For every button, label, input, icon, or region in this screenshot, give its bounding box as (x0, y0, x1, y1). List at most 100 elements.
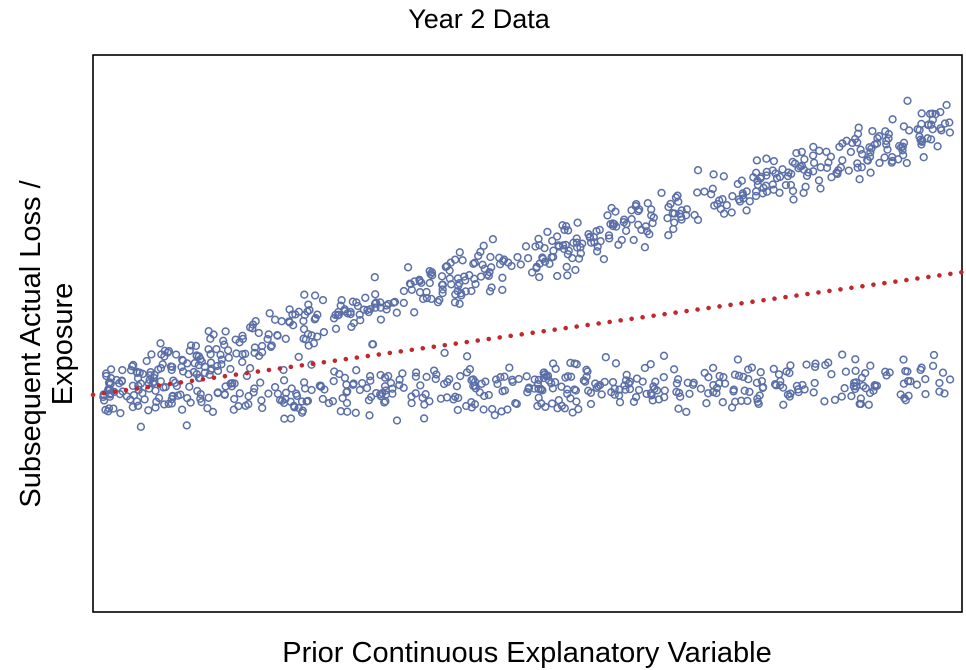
data-point (866, 361, 875, 370)
data-point (177, 405, 187, 414)
data-point (176, 390, 185, 399)
data-point (928, 109, 937, 118)
data-point (524, 383, 534, 392)
data-point (634, 385, 644, 395)
data-point (881, 127, 890, 136)
data-point (287, 384, 296, 393)
data-point (938, 368, 948, 377)
data-point (425, 278, 434, 288)
data-point (770, 380, 780, 389)
data-point (362, 383, 372, 393)
data-point (945, 128, 955, 137)
data-point (689, 378, 698, 387)
data-point (912, 380, 922, 389)
data-point (822, 163, 832, 172)
data-point (700, 368, 709, 378)
data-point (585, 232, 595, 241)
data-point (206, 358, 216, 367)
data-point (621, 385, 630, 394)
data-point (849, 382, 858, 391)
data-point (597, 390, 606, 399)
data-point (617, 235, 626, 245)
data-point (762, 167, 771, 177)
data-point (522, 372, 531, 381)
data-point (498, 387, 507, 396)
data-point (250, 343, 260, 352)
data-point (245, 323, 255, 332)
data-point (564, 246, 573, 255)
data-point (581, 377, 590, 386)
data-point (456, 371, 465, 381)
data-point (899, 355, 908, 364)
data-point (563, 226, 573, 235)
data-point (223, 346, 233, 355)
data-point (365, 372, 375, 381)
data-point (923, 134, 932, 143)
data-point (288, 310, 297, 319)
data-point (785, 392, 794, 401)
data-point (850, 134, 860, 144)
x-axis-label: Prior Continuous Explanatory Variable (282, 637, 772, 669)
data-point (728, 192, 737, 201)
data-point (928, 125, 937, 134)
data-point (718, 398, 727, 407)
data-point (204, 393, 213, 402)
data-point (279, 398, 289, 408)
data-point (545, 259, 554, 268)
data-point (895, 141, 904, 151)
data-point (395, 375, 404, 384)
data-point (547, 399, 557, 408)
data-point (486, 252, 495, 262)
data-point (453, 405, 462, 415)
data-point (299, 316, 308, 326)
data-point (386, 378, 396, 388)
data-point (896, 390, 905, 399)
data-point (752, 378, 762, 387)
data-point (166, 362, 176, 371)
data-point (488, 235, 498, 244)
data-point (370, 299, 380, 308)
data-point (475, 388, 484, 397)
data-point (875, 158, 884, 168)
points-layer (99, 96, 955, 431)
data-point (902, 158, 911, 168)
data-point (279, 376, 289, 385)
data-point (193, 386, 202, 396)
data-point (563, 250, 573, 259)
data-point (220, 340, 229, 349)
data-point (250, 348, 259, 358)
data-point (405, 279, 415, 288)
data-point (304, 300, 313, 309)
data-point (527, 268, 537, 277)
data-point (682, 407, 691, 417)
data-point (729, 387, 738, 396)
data-point (126, 366, 136, 375)
data-point (267, 341, 276, 350)
data-point (521, 242, 531, 251)
data-point (945, 375, 955, 384)
data-point (864, 400, 873, 409)
data-point (403, 263, 413, 272)
data-point (826, 152, 836, 161)
data-point (168, 392, 177, 401)
data-point (288, 321, 298, 330)
data-point (809, 142, 818, 152)
data-point (172, 381, 181, 391)
data-point (888, 115, 897, 124)
data-point (693, 166, 703, 175)
data-point (307, 331, 316, 340)
data-point (390, 297, 400, 307)
data-point (771, 381, 781, 390)
data-point (182, 421, 191, 430)
data-point (833, 169, 842, 179)
data-point (474, 251, 483, 261)
data-point (841, 367, 851, 376)
data-point (642, 227, 652, 236)
data-point (709, 170, 718, 179)
data-point (417, 278, 426, 287)
data-point (431, 374, 440, 384)
data-point (427, 268, 437, 277)
data-point (904, 391, 913, 400)
data-point (426, 269, 435, 279)
data-point (674, 197, 683, 206)
